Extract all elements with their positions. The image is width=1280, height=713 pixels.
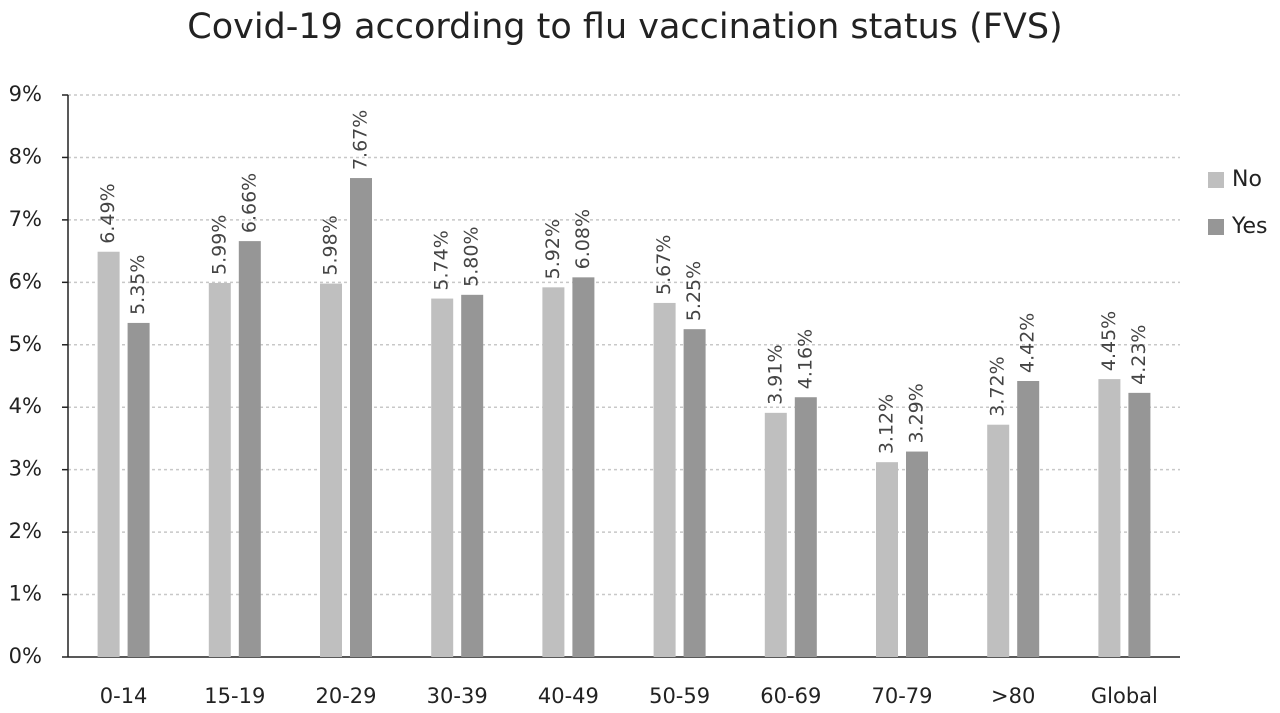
bar xyxy=(764,412,787,657)
data-label: 3.91% xyxy=(764,344,786,404)
x-tick-label: 15-19 xyxy=(204,684,265,708)
data-label: 5.67% xyxy=(653,235,675,295)
bar xyxy=(97,251,120,658)
y-tick-label: 1% xyxy=(9,582,42,606)
data-label: 5.35% xyxy=(127,255,149,315)
bar xyxy=(238,241,261,657)
data-label: 4.16% xyxy=(794,329,816,389)
bar xyxy=(461,294,484,657)
y-tick-label: 7% xyxy=(9,207,42,231)
data-label: 7.67% xyxy=(350,110,372,170)
x-tick-label: Global xyxy=(1091,684,1158,708)
bar xyxy=(876,462,898,657)
legend-label: No xyxy=(1232,167,1262,192)
y-tick-label: 9% xyxy=(9,82,42,106)
x-tick-label: >80 xyxy=(991,684,1035,708)
legend-swatch xyxy=(1208,219,1224,235)
bar xyxy=(208,282,231,657)
data-label: 5.92% xyxy=(542,219,564,279)
bar xyxy=(794,397,817,657)
y-tick-label: 4% xyxy=(9,394,42,418)
x-tick-label: 70-79 xyxy=(871,684,932,708)
data-label: 5.80% xyxy=(461,226,483,286)
bar xyxy=(987,424,1010,657)
bar xyxy=(653,302,676,657)
y-tick-label: 6% xyxy=(9,269,42,293)
data-label: 5.98% xyxy=(320,215,342,275)
bar xyxy=(127,322,150,657)
data-label: 6.08% xyxy=(572,209,594,269)
data-label: 5.99% xyxy=(208,215,230,275)
data-label: 4.45% xyxy=(1098,311,1120,371)
y-tick-label: 5% xyxy=(9,332,42,356)
data-label: 4.42% xyxy=(1017,313,1039,373)
chart-title: Covid-19 according to flu vaccination st… xyxy=(187,7,1062,47)
bar xyxy=(906,451,928,657)
data-label: 5.25% xyxy=(683,261,705,321)
x-tick-label: 50-59 xyxy=(649,684,710,708)
data-label: 5.74% xyxy=(431,230,453,290)
legend-swatch xyxy=(1208,172,1224,188)
bar xyxy=(1017,380,1040,657)
data-label: 4.23% xyxy=(1128,325,1150,385)
y-tick-label: 2% xyxy=(9,519,42,543)
legend-label: Yes xyxy=(1231,214,1268,239)
bar xyxy=(1098,379,1121,657)
data-label: 6.66% xyxy=(238,173,260,233)
bar xyxy=(542,287,565,657)
bar xyxy=(431,298,454,657)
x-tick-label: 30-39 xyxy=(427,684,488,708)
bar xyxy=(350,178,372,657)
x-tick-label: 60-69 xyxy=(760,684,821,708)
bar xyxy=(1128,392,1151,657)
data-label: 3.29% xyxy=(906,383,928,443)
y-tick-label: 0% xyxy=(9,644,42,668)
bar xyxy=(572,277,595,657)
data-label: 3.12% xyxy=(876,394,898,454)
x-tick-label: 0-14 xyxy=(100,684,148,708)
data-label: 6.49% xyxy=(97,183,119,243)
y-tick-label: 8% xyxy=(9,144,42,168)
bar xyxy=(683,329,706,657)
x-tick-label: 40-49 xyxy=(538,684,599,708)
y-tick-label: 3% xyxy=(9,457,42,481)
data-label: 3.72% xyxy=(987,356,1009,416)
x-tick-label: 20-29 xyxy=(315,684,376,708)
bar xyxy=(320,283,342,657)
